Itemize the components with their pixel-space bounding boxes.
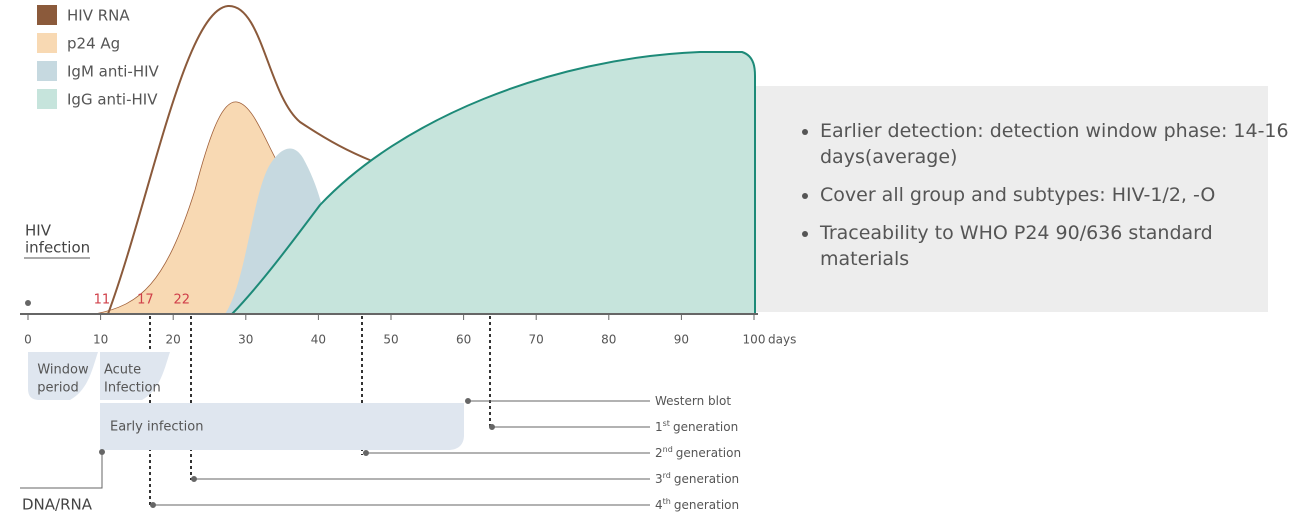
tick-label: 20 <box>166 333 181 347</box>
test-rest: generation <box>674 472 739 486</box>
tick-label: 40 <box>311 333 326 347</box>
phase-label: Early infection <box>110 420 203 435</box>
rna-curve <box>107 4 373 315</box>
phase-label: Acute <box>104 363 141 378</box>
test-base: Western blot <box>655 394 731 408</box>
day-marker: 17 <box>137 293 154 308</box>
axis-unit: days <box>768 333 796 347</box>
day-marker: 22 <box>173 293 190 308</box>
window-box <box>28 352 98 400</box>
test-label: 2nd generation <box>655 445 741 460</box>
phase-label: period <box>37 381 78 396</box>
bullet: Earlier detection: detection window phas… <box>820 118 1290 170</box>
test-label: 1st generation <box>655 419 738 434</box>
tick-label: 0 <box>24 333 32 347</box>
test-sup: st <box>663 419 670 428</box>
test-rest: generation <box>674 498 739 512</box>
phase-label: Infection <box>104 381 161 396</box>
test-rest: generation <box>676 446 741 460</box>
legend-swatch <box>37 5 57 25</box>
bullet-list: Earlier detection: detection window phas… <box>790 118 1290 284</box>
bullet: Cover all group and subtypes: HIV-1/2, -… <box>820 182 1290 208</box>
tick-label: 60 <box>456 333 471 347</box>
igg-area <box>229 51 756 315</box>
tick-label: 70 <box>529 333 544 347</box>
test-base: 4 <box>655 498 663 512</box>
test-connectors <box>20 398 650 508</box>
test-label: 4th generation <box>655 497 739 512</box>
legend-label: IgM anti-HIV <box>67 63 160 81</box>
test-sup: rd <box>663 471 671 480</box>
test-label: 3rd generation <box>655 471 739 486</box>
test-base: 3 <box>655 472 663 486</box>
day-marker: 11 <box>94 293 111 308</box>
tick-label: 30 <box>238 333 253 347</box>
legend-label: HIV RNA <box>67 7 130 25</box>
legend-swatch <box>37 33 57 53</box>
test-rest: generation <box>673 420 738 434</box>
infection-label: HIV <box>25 222 52 240</box>
legend-label: p24 Ag <box>67 35 120 53</box>
legend-swatch <box>37 89 57 109</box>
infection-label: infection <box>25 239 90 257</box>
phase-label: Window <box>37 363 89 378</box>
early-box <box>100 403 464 450</box>
tick-label: 100 <box>743 333 766 347</box>
dna-rna-label: DNA/RNA <box>22 496 93 514</box>
legend-label: IgG anti-HIV <box>67 91 158 109</box>
test-label: Western blot <box>655 394 731 408</box>
test-base: 1 <box>655 420 663 434</box>
legend-swatch <box>37 61 57 81</box>
info-panel <box>756 86 1268 312</box>
tick-label: 80 <box>601 333 616 347</box>
tick-label: 10 <box>93 333 108 347</box>
infection-dot <box>25 300 31 306</box>
tick-label: 50 <box>383 333 398 347</box>
test-base: 2 <box>655 446 663 460</box>
tick-label: 90 <box>674 333 689 347</box>
test-sup: nd <box>663 445 673 454</box>
bullet: Traceability to WHO P24 90/636 standard … <box>820 220 1290 272</box>
acute-box <box>100 352 170 400</box>
test-sup: th <box>663 497 671 506</box>
